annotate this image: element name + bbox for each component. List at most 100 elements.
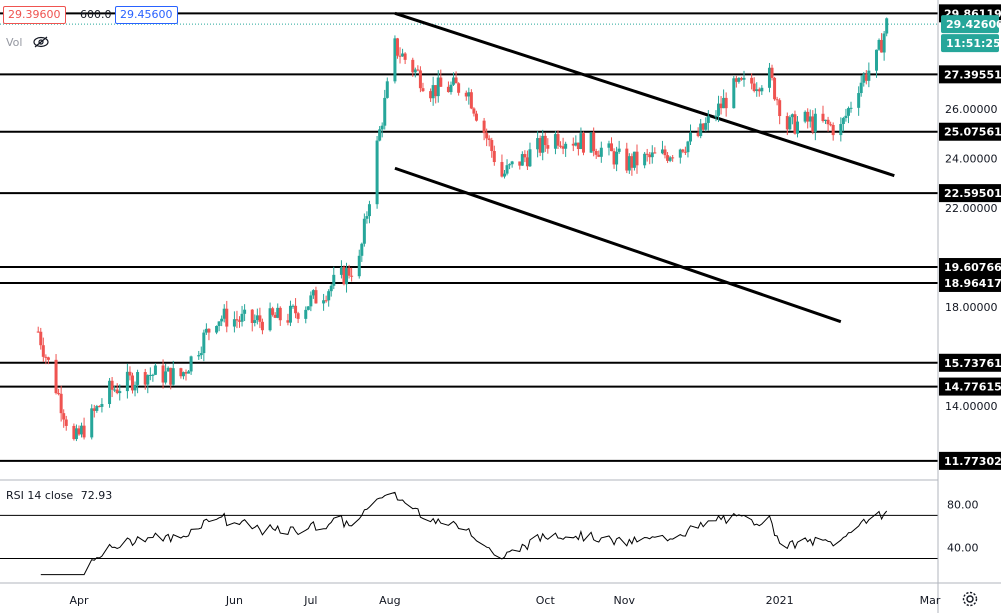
candle-body bbox=[148, 374, 152, 376]
candle-body bbox=[877, 39, 881, 50]
candle-body bbox=[653, 152, 657, 154]
candle-body bbox=[383, 97, 387, 126]
candle-body bbox=[329, 285, 333, 292]
candle-body bbox=[760, 87, 764, 92]
candle-body bbox=[57, 393, 61, 395]
x-tick-label: Aug bbox=[379, 594, 400, 607]
candle-body bbox=[610, 143, 614, 152]
candle-body bbox=[238, 320, 242, 322]
candle-body bbox=[778, 100, 782, 117]
candle-body bbox=[824, 119, 828, 122]
candle-body bbox=[322, 300, 326, 304]
candle-body bbox=[250, 309, 254, 323]
candle-body bbox=[806, 111, 810, 122]
candle-body bbox=[811, 116, 815, 132]
candle-body bbox=[110, 380, 114, 390]
candle-body bbox=[128, 371, 132, 376]
candle-body bbox=[668, 157, 672, 161]
candle-body bbox=[39, 331, 43, 346]
level-badge bbox=[939, 122, 1001, 141]
candle-body bbox=[64, 419, 68, 426]
candle-body bbox=[439, 77, 443, 87]
candle-body bbox=[365, 216, 369, 219]
candle-body bbox=[253, 320, 257, 323]
level-label: 15.73761 bbox=[944, 357, 1001, 370]
candle-body bbox=[505, 165, 509, 174]
candle-body bbox=[416, 69, 420, 71]
candle-body bbox=[737, 77, 741, 82]
candle-body bbox=[520, 154, 524, 166]
candle-body bbox=[59, 393, 63, 414]
candle-body bbox=[699, 123, 703, 137]
candle-body bbox=[510, 161, 514, 165]
level-badge bbox=[939, 184, 1001, 203]
chart-lines: 29.8611927.3955125.0756122.5950119.60766… bbox=[0, 4, 1001, 470]
candle-body bbox=[97, 406, 101, 408]
candle-body bbox=[880, 39, 884, 53]
candle-body bbox=[734, 78, 738, 82]
candle-body bbox=[487, 138, 491, 141]
candle-body bbox=[62, 413, 66, 420]
candle-body bbox=[650, 152, 654, 158]
candle-body bbox=[867, 70, 871, 81]
y-tick-label: 18.00000 bbox=[945, 301, 998, 314]
candle-body bbox=[143, 372, 147, 385]
price-blue-box: 29.45600 bbox=[115, 6, 178, 24]
y-tick-label: 26.00000 bbox=[945, 103, 998, 116]
candle-body bbox=[41, 345, 45, 357]
candle-body bbox=[607, 143, 611, 148]
candle-body bbox=[464, 92, 468, 97]
candle-body bbox=[92, 408, 96, 411]
candle-body bbox=[536, 138, 540, 150]
candle-body bbox=[518, 161, 522, 166]
candle-body bbox=[564, 143, 568, 149]
candle-body bbox=[44, 356, 48, 358]
candle-body bbox=[882, 33, 886, 53]
x-tick-label: 2021 bbox=[766, 594, 794, 607]
candle-body bbox=[482, 120, 486, 134]
candle-body bbox=[276, 307, 280, 318]
candle-body bbox=[291, 305, 295, 307]
candle-body bbox=[739, 77, 743, 80]
candle-body bbox=[421, 88, 425, 92]
candle-body bbox=[80, 425, 84, 435]
candle-body bbox=[719, 103, 723, 109]
candle-body bbox=[136, 372, 140, 385]
candle-body bbox=[546, 145, 550, 149]
candle-body bbox=[166, 367, 170, 372]
candle-body bbox=[469, 92, 473, 109]
candle-body bbox=[100, 404, 104, 407]
gear-icon[interactable] bbox=[960, 589, 980, 609]
candle-body bbox=[311, 290, 315, 296]
candle-body bbox=[612, 151, 616, 165]
candle-body bbox=[666, 155, 670, 161]
y-tick-label: 14.00000 bbox=[945, 400, 998, 413]
candle-body bbox=[681, 149, 685, 152]
candle-body bbox=[474, 113, 478, 121]
candle-body bbox=[808, 116, 812, 122]
level-badge bbox=[939, 65, 1001, 84]
x-tick-label: Mar bbox=[920, 594, 941, 607]
candle-body bbox=[663, 149, 667, 156]
candle-body bbox=[54, 359, 58, 394]
candle-body bbox=[378, 129, 382, 141]
candle-body bbox=[773, 77, 777, 100]
candle-body bbox=[556, 134, 560, 146]
price-badge-label: 29.42600 bbox=[946, 18, 1001, 31]
candle-body bbox=[225, 308, 229, 327]
candle-body bbox=[615, 151, 619, 165]
candle-body bbox=[403, 53, 407, 60]
candle-body bbox=[207, 328, 211, 333]
candle-body bbox=[125, 371, 129, 392]
candle-body bbox=[678, 149, 682, 158]
price-badge-label: 11:51:25 bbox=[946, 37, 1001, 50]
candle-body bbox=[181, 372, 185, 377]
candles bbox=[36, 17, 889, 442]
candle-body bbox=[133, 384, 137, 391]
candle-body bbox=[688, 132, 692, 142]
level-badge bbox=[939, 258, 1001, 277]
eye-off-icon[interactable] bbox=[33, 36, 49, 48]
volume-value: 600.0 bbox=[80, 8, 112, 21]
